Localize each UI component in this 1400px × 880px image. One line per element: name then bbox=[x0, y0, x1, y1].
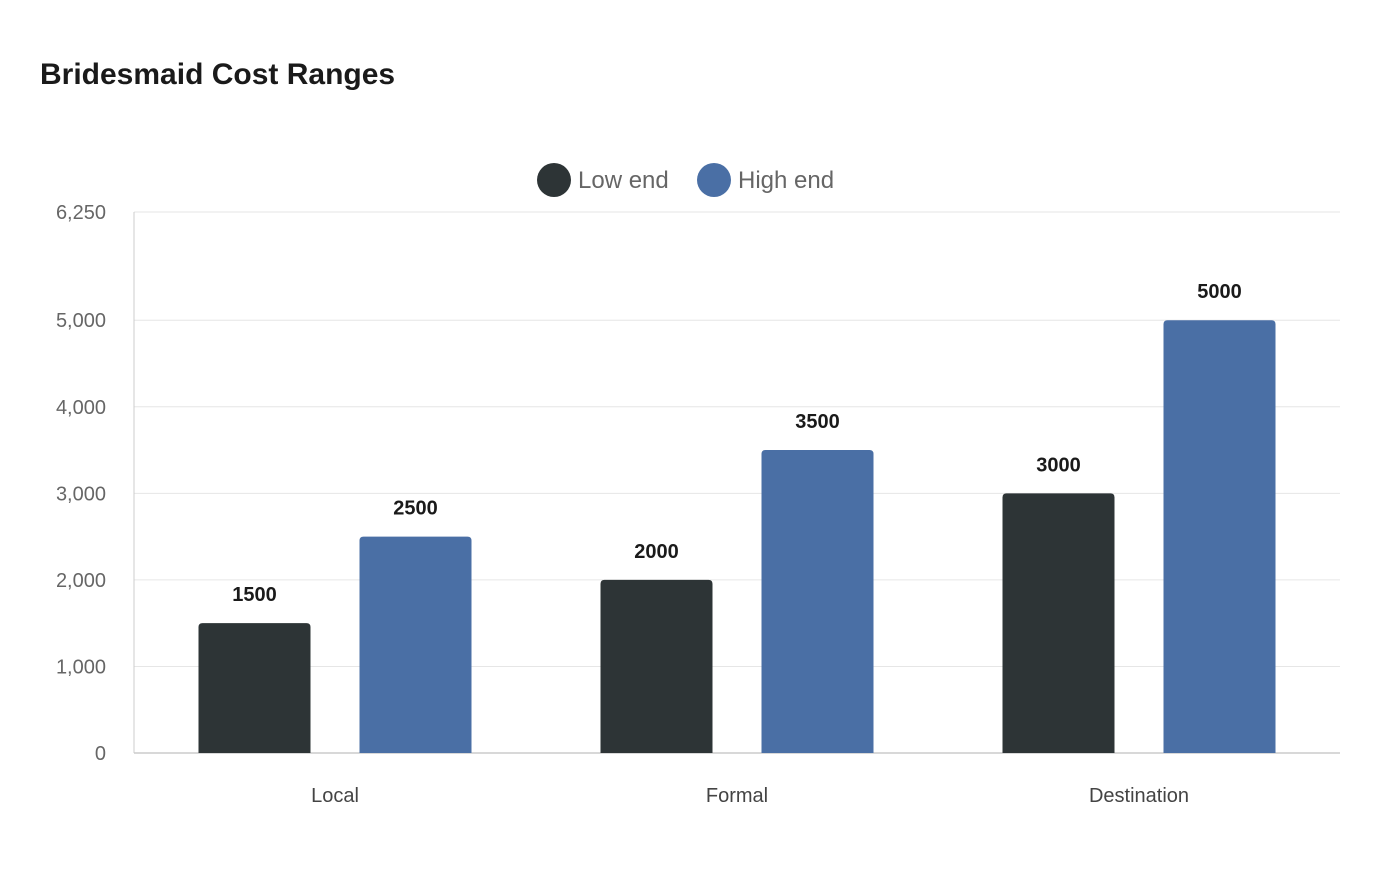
x-tick-label: Local bbox=[311, 785, 359, 807]
bar-low-end-local[interactable] bbox=[198, 623, 311, 753]
y-tick-label: 3,000 bbox=[56, 483, 106, 505]
legend-label[interactable]: High end bbox=[738, 167, 834, 194]
bar-low-end-formal[interactable] bbox=[600, 579, 713, 753]
y-tick-label: 0 bbox=[95, 743, 106, 765]
bar-high-end-destination[interactable] bbox=[1163, 320, 1276, 753]
bar-high-end-local[interactable] bbox=[359, 536, 472, 753]
data-label: 1500 bbox=[232, 584, 277, 606]
legend-marker-high-end[interactable] bbox=[697, 163, 731, 197]
legend-label[interactable]: Low end bbox=[578, 167, 669, 194]
data-label: 3500 bbox=[795, 411, 840, 433]
bar-low-end-destination[interactable] bbox=[1002, 493, 1115, 753]
y-tick-label: 2,000 bbox=[56, 570, 106, 592]
y-tick-label: 6,250 bbox=[56, 202, 106, 224]
y-tick-label: 1,000 bbox=[56, 656, 106, 678]
data-label: 5000 bbox=[1197, 281, 1242, 303]
y-tick-label: 4,000 bbox=[56, 397, 106, 419]
x-tick-label: Destination bbox=[1089, 785, 1189, 807]
y-tick-label: 5,000 bbox=[56, 310, 106, 332]
data-label: 2500 bbox=[393, 498, 438, 520]
bar-high-end-formal[interactable] bbox=[761, 450, 874, 753]
data-label: 2000 bbox=[634, 541, 679, 563]
x-tick-label: Formal bbox=[706, 785, 768, 807]
chart-title: Bridesmaid Cost Ranges bbox=[40, 58, 396, 91]
legend-marker-low-end[interactable] bbox=[537, 163, 571, 197]
data-label: 3000 bbox=[1036, 454, 1081, 476]
